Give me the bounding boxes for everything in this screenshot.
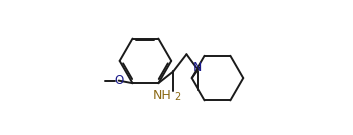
Text: N: N — [193, 61, 202, 74]
Text: O: O — [114, 74, 123, 87]
Text: NH: NH — [153, 89, 172, 102]
Text: 2: 2 — [174, 92, 180, 102]
